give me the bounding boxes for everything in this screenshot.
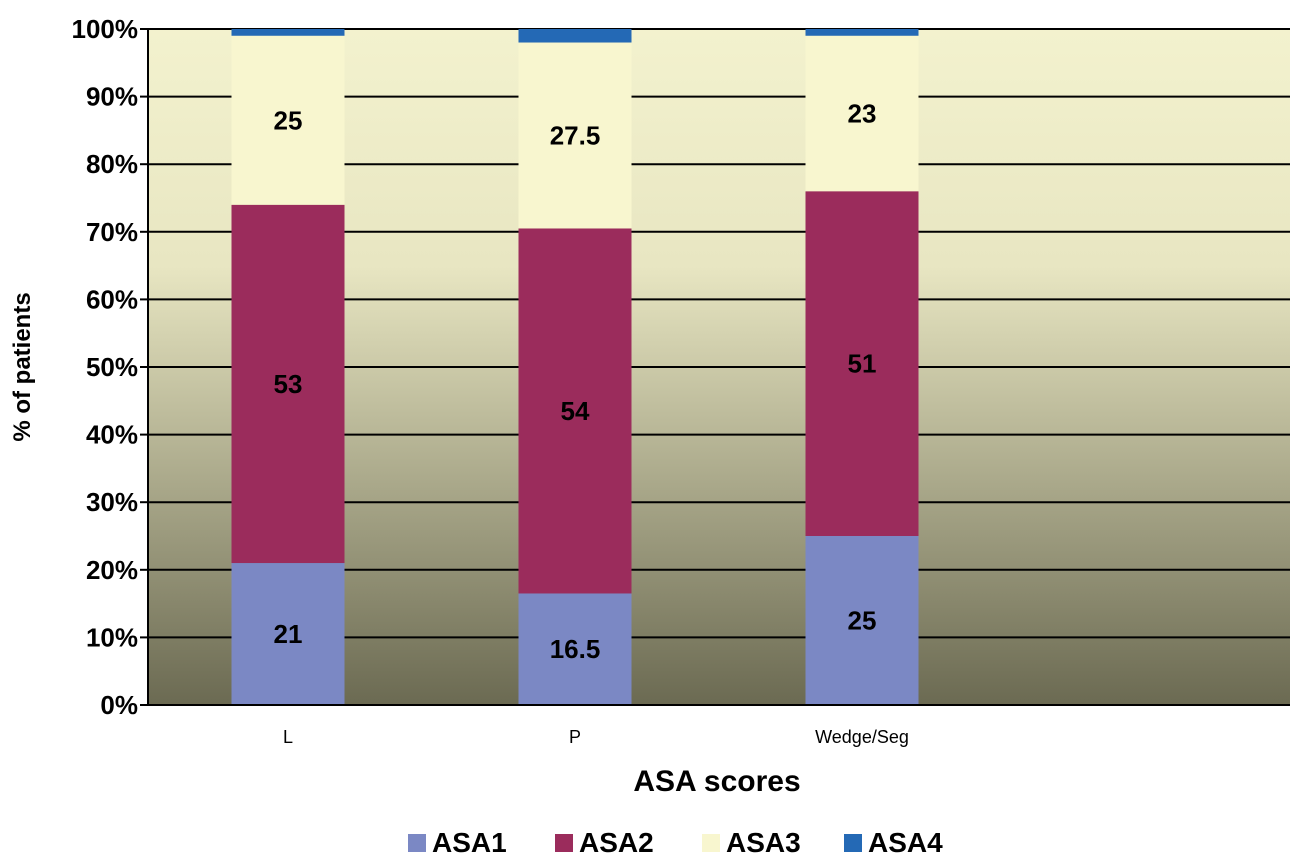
y-tick-label: 100% — [72, 14, 139, 44]
data-label: 25 — [274, 105, 303, 135]
y-tick-label: 90% — [86, 82, 138, 112]
y-tick-label: 40% — [86, 420, 138, 450]
bar-asa3-wedge-seg — [805, 35, 919, 192]
bar-asa2-l — [231, 204, 345, 564]
bars — [231, 29, 919, 705]
y-tick-label: 80% — [86, 149, 138, 179]
x-tick-labels: L P Wedge/Seg — [283, 727, 909, 747]
bar-asa4-p — [518, 29, 632, 43]
data-labels: 21 53 25 16.5 54 27.5 25 51 23 — [274, 99, 877, 665]
x-tick-label: P — [569, 727, 581, 747]
legend-swatch-asa4 — [844, 834, 862, 852]
bar-asa1-p — [518, 593, 632, 705]
bar-asa2-p — [518, 228, 632, 594]
legend-label-asa2: ASA2 — [579, 827, 654, 858]
legend-swatch-asa1 — [408, 834, 426, 852]
legend-label-asa4: ASA4 — [868, 827, 943, 858]
bar-asa3-p — [518, 42, 632, 229]
x-axis-title: ASA scores — [633, 765, 800, 798]
y-tick-label: 60% — [86, 284, 138, 314]
y-tick-label: 30% — [86, 487, 138, 517]
bar-asa1-l — [231, 563, 345, 705]
legend-swatch-asa3 — [702, 834, 720, 852]
data-label: 27.5 — [550, 120, 601, 150]
data-label: 53 — [274, 369, 303, 399]
y-tick-label: 20% — [86, 555, 138, 585]
y-tick-label: 70% — [86, 217, 138, 247]
data-label: 16.5 — [550, 634, 601, 664]
bar-asa3-l — [231, 35, 345, 205]
data-label: 25 — [848, 606, 877, 636]
data-label: 23 — [848, 99, 877, 129]
data-label: 21 — [274, 619, 303, 649]
bar-asa4-wedge-seg — [805, 29, 919, 36]
legend-label-asa1: ASA1 — [432, 827, 507, 858]
legend-label-asa3: ASA3 — [726, 827, 801, 858]
y-tick-label: 50% — [86, 352, 138, 382]
bar-asa2-wedge-seg — [805, 191, 919, 537]
x-tick-label: L — [283, 727, 293, 747]
data-label: 51 — [848, 349, 877, 379]
bar-asa4-l — [231, 29, 345, 36]
bar-asa1-wedge-seg — [805, 536, 919, 705]
y-tick-labels: 0% 10% 20% 30% 40% 50% 60% 70% 80% 90% 100% — [72, 14, 139, 720]
legend: ASA1 ASA2 ASA3 ASA4 — [408, 827, 943, 858]
axes — [140, 29, 1290, 706]
data-label: 54 — [561, 396, 590, 426]
x-tick-label: Wedge/Seg — [815, 727, 909, 747]
y-axis-title: % of patients — [9, 292, 36, 441]
y-tick-label: 10% — [86, 622, 138, 652]
legend-swatch-asa2 — [555, 834, 573, 852]
y-tick-label: 0% — [100, 690, 138, 720]
